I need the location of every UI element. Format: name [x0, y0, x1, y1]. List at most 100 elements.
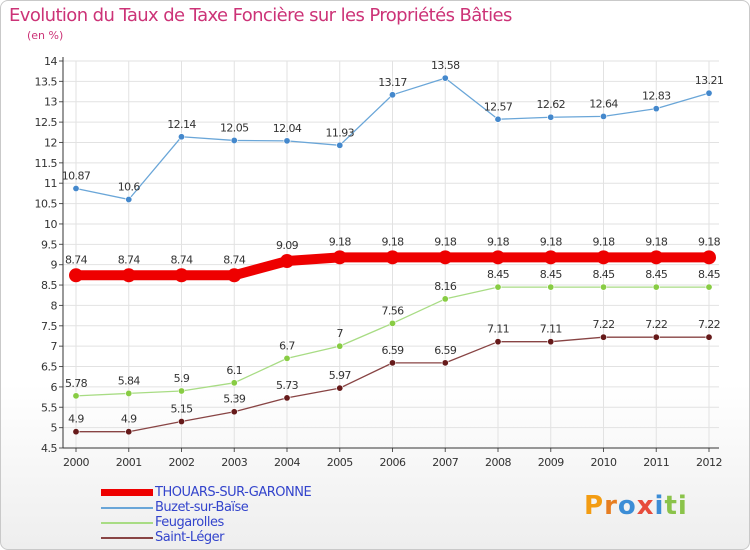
data-label-buzet-sur-baise: 12.83 [642, 90, 671, 103]
data-point-buzet-sur-baise [547, 113, 555, 121]
y-tick-label: 9 [51, 259, 58, 272]
data-point-thouars-sur-garonne [174, 268, 189, 283]
data-label-buzet-sur-baise: 12.62 [537, 98, 566, 111]
y-tick-label: 5 [51, 422, 58, 435]
data-point-saint-leger [652, 333, 660, 341]
data-label-thouars-sur-garonne: 9.18 [592, 235, 615, 248]
x-tick-label: 2003 [221, 456, 247, 469]
y-tick-label: 6.5 [41, 361, 57, 374]
data-point-saint-leger [230, 408, 238, 416]
data-label-buzet-sur-baise: 12.64 [589, 97, 618, 110]
axis-layer: 4.5 5 5.5 6 6.5 7 7.5 8 8.5 9 9.5 10 10.5 11 11.5 12 12.… [35, 55, 723, 469]
data-point-feugarolles [705, 283, 713, 291]
data-label-buzet-sur-baise: 13.58 [431, 59, 460, 72]
x-tick-label: 2008 [485, 456, 511, 469]
legend-label: Feugarolles [155, 515, 224, 530]
data-label-feugarolles: 6.7 [279, 339, 295, 352]
y-tick-label: 9.5 [41, 238, 57, 251]
y-tick-label: 6 [51, 381, 58, 394]
data-point-feugarolles [494, 283, 502, 291]
data-label-thouars-sur-garonne: 8.74 [118, 253, 141, 266]
data-point-thouars-sur-garonne [543, 250, 558, 265]
y-tick-label: 14 [44, 55, 57, 68]
data-point-saint-leger [705, 333, 713, 341]
grid-layer [63, 60, 719, 449]
data-label-thouars-sur-garonne: 9.18 [540, 235, 563, 248]
y-tick-label: 5.5 [41, 401, 57, 414]
logo-letter: P [584, 491, 605, 521]
logo-letter: o [617, 491, 637, 521]
data-point-buzet-sur-baise [283, 137, 291, 145]
legend-swatch-feugarolles [101, 522, 153, 524]
x-tick-label: 2000 [63, 456, 89, 469]
y-tick-label: 7.5 [41, 320, 57, 333]
data-label-saint-leger: 5.97 [329, 369, 352, 382]
data-point-feugarolles [178, 387, 186, 395]
data-point-feugarolles [547, 283, 555, 291]
series-saint-leger [72, 333, 713, 436]
chart-title: Evolution du Taux de Taxe Foncière sur l… [9, 5, 512, 26]
data-point-buzet-sur-baise [230, 136, 238, 144]
data-point-buzet-sur-baise [336, 141, 344, 149]
data-label-layer: 10.87 10.6 12.14 12.05 12.04 11.93 13.17 13.58 1… [62, 59, 724, 426]
data-label-thouars-sur-garonne: 8.74 [170, 253, 193, 266]
data-point-thouars-sur-garonne [491, 250, 505, 265]
data-label-feugarolles: 8.16 [434, 280, 457, 293]
data-label-feugarolles: 7 [337, 327, 344, 340]
data-label-thouars-sur-garonne: 9.18 [487, 235, 510, 248]
series-thouars-sur-garonne [69, 250, 716, 283]
y-tick-label: 12.5 [35, 116, 58, 129]
data-point-thouars-sur-garonne [438, 250, 453, 265]
data-point-feugarolles [230, 379, 238, 387]
x-tick-label: 2009 [538, 456, 564, 469]
data-label-feugarolles: 6.1 [226, 364, 242, 377]
y-tick-label: 13.5 [35, 75, 58, 88]
data-point-feugarolles [283, 354, 291, 362]
x-tick-label: 2004 [274, 456, 300, 469]
data-label-feugarolles: 8.45 [540, 268, 563, 281]
data-point-buzet-sur-baise [72, 185, 80, 193]
logo-letter: r [604, 491, 618, 521]
legend-label: Saint-Léger [155, 530, 224, 545]
x-tick-label: 2011 [643, 456, 669, 469]
x-tick-label: 2007 [432, 456, 458, 469]
data-label-feugarolles: 8.45 [698, 268, 721, 281]
data-point-buzet-sur-baise [494, 115, 502, 123]
y-tick-label: 8 [51, 299, 58, 312]
y-tick-label: 12 [44, 136, 57, 149]
data-point-feugarolles [599, 283, 607, 291]
data-point-saint-leger [599, 333, 607, 341]
x-tick-label: 2012 [696, 456, 722, 469]
data-point-feugarolles [441, 295, 449, 303]
data-label-saint-leger: 7.11 [540, 323, 562, 336]
data-label-saint-leger: 7.22 [645, 318, 667, 331]
y-tick-label: 13 [44, 96, 57, 109]
y-tick-label: 8.5 [41, 279, 57, 292]
y-tick-label: 10 [44, 218, 57, 231]
data-point-saint-leger [125, 428, 133, 436]
data-label-buzet-sur-baise: 10.6 [118, 181, 141, 194]
series-buzet-sur-baise [72, 74, 713, 204]
data-label-buzet-sur-baise: 12.05 [220, 121, 249, 134]
data-point-thouars-sur-garonne [227, 268, 242, 283]
data-point-buzet-sur-baise [705, 89, 713, 97]
data-point-feugarolles [72, 392, 80, 400]
data-point-feugarolles [336, 342, 344, 350]
y-tick-label: 10.5 [35, 198, 58, 211]
data-label-thouars-sur-garonne: 9.18 [434, 235, 457, 248]
logo-letter: x [636, 491, 655, 521]
data-point-buzet-sur-baise [178, 133, 186, 141]
y-tick-label: 11 [44, 177, 57, 190]
data-label-saint-leger: 4.9 [68, 413, 84, 426]
data-label-saint-leger: 6.59 [381, 344, 404, 357]
data-point-thouars-sur-garonne [649, 250, 664, 265]
data-label-saint-leger: 7.22 [698, 318, 720, 331]
data-point-saint-leger [72, 428, 80, 436]
series-layer [69, 74, 716, 436]
data-label-buzet-sur-baise: 12.57 [484, 100, 513, 113]
legend-label: Buzet-sur-Baïse [155, 500, 249, 515]
data-label-thouars-sur-garonne: 8.74 [65, 253, 88, 266]
data-point-saint-leger [388, 359, 396, 367]
